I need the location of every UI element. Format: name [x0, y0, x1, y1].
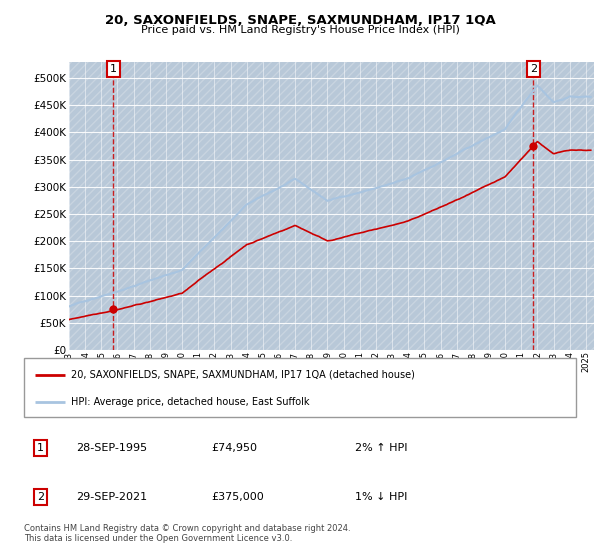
Text: 28-SEP-1995: 28-SEP-1995 [76, 444, 148, 453]
Text: Contains HM Land Registry data © Crown copyright and database right 2024.
This d: Contains HM Land Registry data © Crown c… [24, 524, 350, 543]
Text: 20, SAXONFIELDS, SNAPE, SAXMUNDHAM, IP17 1QA (detached house): 20, SAXONFIELDS, SNAPE, SAXMUNDHAM, IP17… [71, 370, 415, 380]
Text: 20, SAXONFIELDS, SNAPE, SAXMUNDHAM, IP17 1QA: 20, SAXONFIELDS, SNAPE, SAXMUNDHAM, IP17… [104, 14, 496, 27]
Text: 29-SEP-2021: 29-SEP-2021 [76, 492, 148, 502]
Text: 1: 1 [37, 444, 44, 453]
Text: Price paid vs. HM Land Registry's House Price Index (HPI): Price paid vs. HM Land Registry's House … [140, 25, 460, 35]
Text: 2: 2 [530, 64, 537, 74]
Text: £74,950: £74,950 [212, 444, 257, 453]
Text: 1: 1 [110, 64, 117, 74]
Text: £375,000: £375,000 [212, 492, 265, 502]
Text: HPI: Average price, detached house, East Suffolk: HPI: Average price, detached house, East… [71, 397, 310, 407]
Text: 1% ↓ HPI: 1% ↓ HPI [355, 492, 407, 502]
FancyBboxPatch shape [24, 358, 576, 417]
Text: 2% ↑ HPI: 2% ↑ HPI [355, 444, 408, 453]
Text: 2: 2 [37, 492, 44, 502]
